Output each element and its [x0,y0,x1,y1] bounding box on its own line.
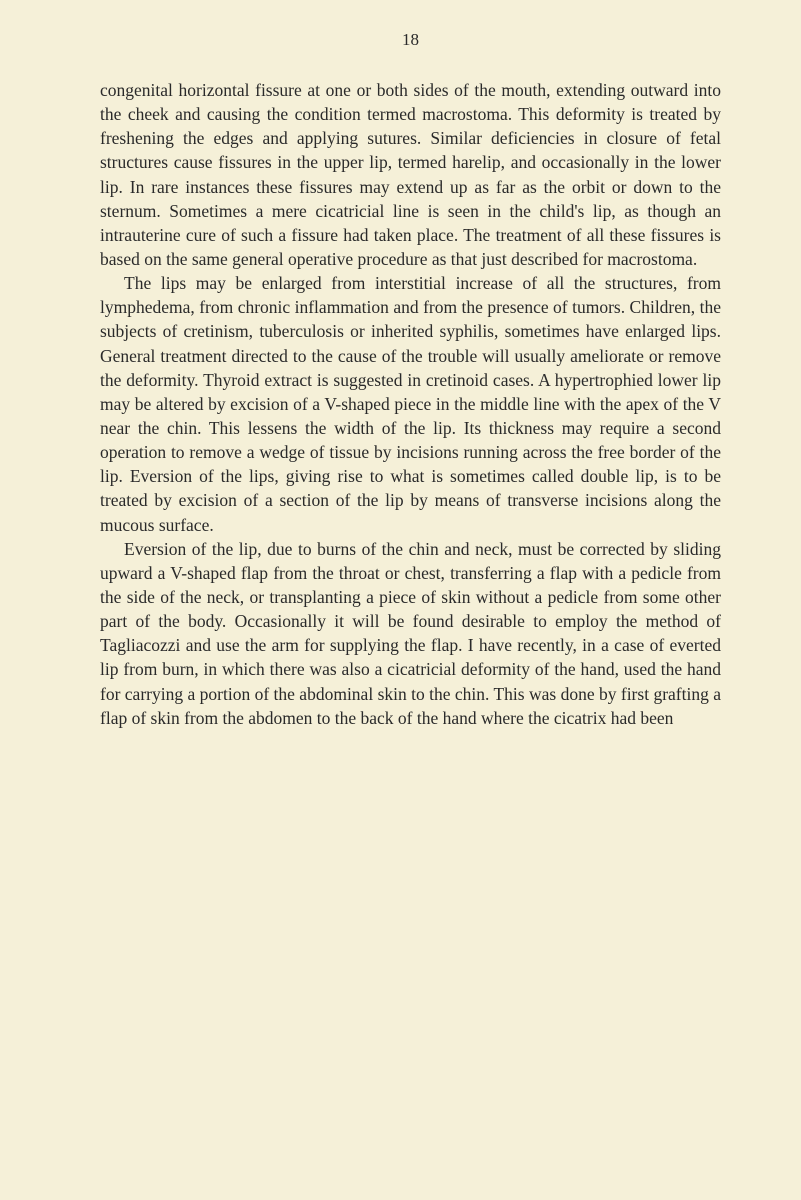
page-number: 18 [100,30,721,50]
page-container: 18 congenital horizontal fissure at one … [0,0,801,770]
paragraph: The lips may be enlarged from interstiti… [100,271,721,537]
paragraph: congenital horizontal fissure at one or … [100,78,721,271]
paragraph: Eversion of the lip, due to burns of the… [100,537,721,730]
body-text: congenital horizontal fissure at one or … [100,78,721,730]
